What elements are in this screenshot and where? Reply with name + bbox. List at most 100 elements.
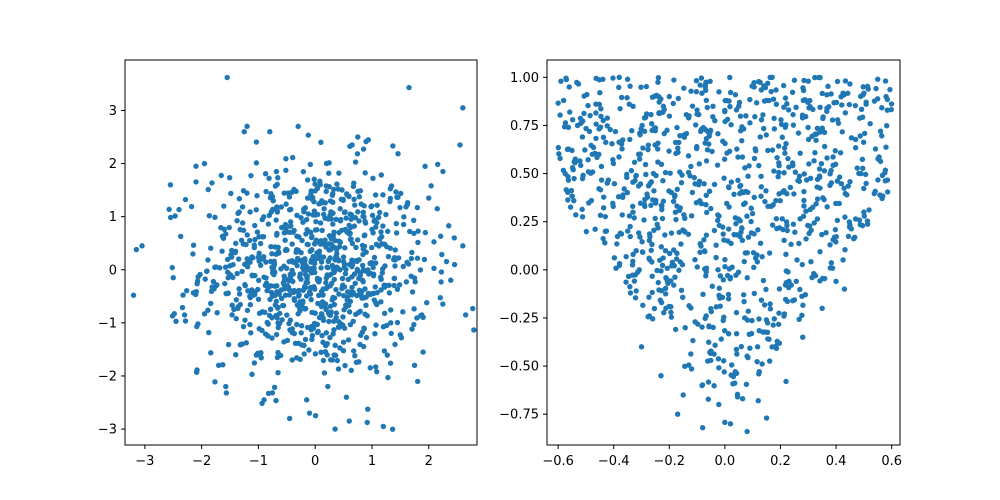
data-point — [808, 259, 814, 265]
data-point — [167, 182, 174, 188]
data-point — [668, 230, 675, 236]
data-point — [721, 156, 728, 162]
data-point — [373, 260, 379, 266]
data-point — [275, 324, 281, 331]
data-point — [643, 171, 649, 178]
data-point — [597, 212, 604, 218]
data-point — [411, 217, 417, 223]
data-point — [620, 194, 626, 200]
data-point — [344, 229, 350, 235]
data-point — [643, 111, 650, 117]
data-point — [278, 224, 285, 231]
data-point — [236, 286, 242, 292]
data-point — [852, 102, 859, 109]
data-point — [650, 197, 656, 203]
data-point — [787, 184, 794, 191]
data-point — [859, 156, 866, 163]
data-point — [740, 292, 747, 298]
data-point — [790, 111, 796, 118]
data-point — [360, 343, 367, 350]
data-point — [206, 329, 212, 336]
data-point — [244, 123, 250, 130]
data-point — [782, 150, 788, 156]
data-point — [861, 185, 867, 192]
data-point — [725, 184, 732, 190]
data-point — [659, 215, 666, 222]
data-point — [377, 274, 384, 281]
data-point — [400, 221, 407, 228]
data-point — [256, 250, 262, 257]
data-point — [751, 231, 757, 237]
data-point — [312, 310, 318, 316]
data-point — [776, 286, 783, 292]
data-point — [762, 198, 768, 205]
data-point — [298, 215, 304, 221]
data-point — [811, 158, 817, 164]
data-point — [846, 224, 853, 230]
data-point — [273, 298, 279, 305]
data-point — [690, 337, 696, 344]
data-point — [370, 264, 376, 271]
data-point — [722, 419, 728, 426]
data-point — [637, 151, 643, 157]
data-point — [395, 151, 401, 157]
data-point — [711, 227, 718, 234]
data-point — [380, 423, 387, 430]
data-point — [387, 195, 394, 202]
data-point — [783, 122, 789, 128]
data-point — [817, 104, 823, 111]
data-point — [183, 287, 190, 294]
data-point — [733, 309, 740, 316]
data-point — [725, 291, 732, 298]
data-point — [859, 114, 866, 120]
data-point — [734, 146, 740, 152]
data-point — [596, 151, 602, 157]
data-point — [257, 262, 264, 269]
data-point — [291, 227, 297, 234]
data-point — [825, 83, 831, 90]
data-point — [340, 314, 346, 320]
data-point — [722, 107, 728, 114]
data-point — [768, 203, 774, 210]
data-point — [884, 107, 890, 113]
data-point — [744, 428, 750, 435]
data-point — [732, 215, 739, 221]
data-point — [655, 159, 661, 165]
data-point — [722, 97, 728, 104]
data-point — [652, 215, 658, 222]
data-point — [846, 101, 853, 108]
data-point — [776, 143, 782, 149]
data-point — [708, 205, 714, 212]
data-point — [781, 170, 787, 176]
data-point — [563, 75, 569, 81]
data-point — [274, 232, 280, 238]
data-point — [681, 134, 688, 140]
data-point — [625, 273, 632, 280]
data-point — [670, 100, 676, 107]
data-point — [614, 233, 621, 240]
data-point — [357, 308, 363, 315]
data-point — [233, 297, 240, 303]
data-point — [786, 164, 792, 170]
data-point — [406, 84, 412, 91]
data-point — [226, 224, 232, 231]
data-point — [345, 289, 351, 295]
data-point — [692, 122, 699, 128]
data-point — [766, 250, 773, 256]
data-point — [341, 284, 348, 290]
data-point — [586, 128, 593, 135]
data-point — [255, 277, 262, 283]
data-point — [778, 117, 784, 123]
data-point — [860, 84, 866, 90]
y-tick-label: 0.50 — [510, 167, 539, 182]
data-point — [329, 280, 335, 287]
data-point — [630, 209, 636, 215]
data-point — [331, 276, 337, 283]
data-point — [672, 326, 679, 333]
x-tick-label: 0.4 — [826, 454, 847, 469]
data-point — [744, 213, 750, 219]
data-point — [247, 321, 253, 328]
data-point — [314, 211, 321, 218]
data-point — [320, 254, 327, 260]
